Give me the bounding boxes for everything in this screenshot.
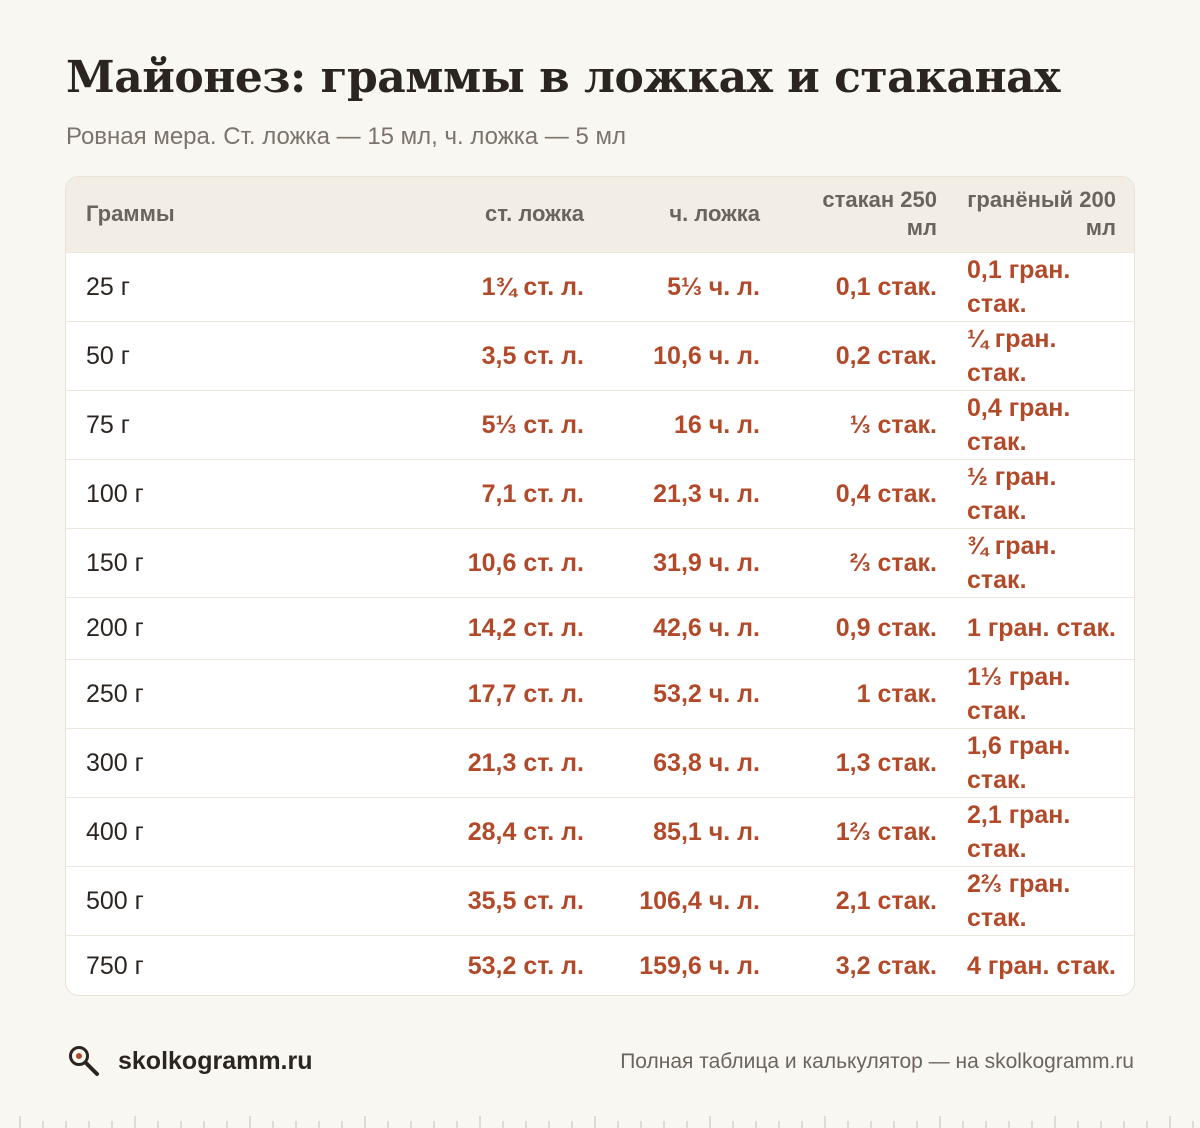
- cell-tablespoon: 10,6 ст. л.: [467, 548, 584, 577]
- cell-teaspoon: 106,4 ч. л.: [639, 886, 760, 915]
- cell-cup-250: 0,2 стак.: [835, 341, 937, 370]
- cell-grams: 750 г: [86, 952, 144, 980]
- cell-cup-250: 1⅔ стак.: [835, 817, 937, 846]
- cell-cup-250: 0,1 стак.: [835, 272, 937, 301]
- cell-teaspoon: 42,6 ч. л.: [653, 614, 760, 642]
- cell-faceted-glass-200: 1⅓ гран. стак.: [967, 662, 1071, 725]
- magnifier-icon: [69, 1046, 99, 1076]
- column-header-cup-250: стакан 250 мл: [822, 187, 937, 241]
- cell-tablespoon: 28,4 ст. л.: [467, 817, 584, 846]
- cell-cup-250: 1 стак.: [856, 679, 937, 708]
- cell-teaspoon: 16 ч. л.: [674, 410, 760, 439]
- column-header-faceted-glass-200: гранёный 200 мл: [967, 187, 1116, 241]
- cell-grams: 50 г: [86, 341, 130, 370]
- column-header-tablespoon: ст. ложка: [485, 201, 584, 227]
- table-row: 300 г 21,3 ст. л. 63,8 ч. л. 1,3 стак. 1,6 г…: [66, 728, 1134, 797]
- table-row: 500 г 35,5 ст. л. 106,4 ч. л. 2,1 стак. 2⅔ г…: [66, 866, 1134, 935]
- table-row: 750 г 53,2 ст. л. 159,6 ч. л. 3,2 стак. 4 гр…: [66, 935, 1134, 995]
- cell-teaspoon: 53,2 ч. л.: [653, 679, 760, 708]
- column-header-teaspoon: ч. ложка: [669, 201, 760, 227]
- cell-grams: 500 г: [86, 886, 144, 915]
- table-row: 250 г 17,7 ст. л. 53,2 ч. л. 1 стак. 1⅓ гран…: [66, 659, 1134, 728]
- cell-tablespoon: 1¾ ст. л.: [481, 272, 584, 301]
- cell-faceted-glass-200: ¾ гран. стак.: [967, 531, 1057, 594]
- cell-tablespoon: 17,7 ст. л.: [467, 679, 584, 708]
- cell-teaspoon: 21,3 ч. л.: [653, 479, 760, 508]
- table-row: 400 г 28,4 ст. л. 85,1 ч. л. 1⅔ стак. 2,1 гр…: [66, 797, 1134, 866]
- cell-cup-250: ⅓ стак.: [849, 410, 937, 439]
- cell-faceted-glass-200: 1 гран. стак.: [967, 614, 1116, 642]
- cell-cup-250: 1,3 стак.: [835, 748, 937, 777]
- page-subtitle: Ровная мера. Ст. ложка — 15 мл, ч. ложка…: [66, 123, 626, 150]
- footer-brand[interactable]: skolkogramm.ru: [66, 1043, 313, 1079]
- table-row: 25 г 1¾ ст. л. 5⅓ ч. л. 0,1 стак. 0,1 гран. …: [66, 252, 1134, 321]
- cell-tablespoon: 3,5 ст. л.: [481, 341, 584, 370]
- table-row: 200 г 14,2 ст. л. 42,6 ч. л. 0,9 стак. 1 гра…: [66, 597, 1134, 659]
- brand-name: skolkogramm.ru: [118, 1046, 313, 1075]
- cell-tablespoon: 21,3 ст. л.: [467, 748, 584, 777]
- cell-faceted-glass-200: 4 гран. стак.: [967, 952, 1116, 980]
- table-row: 50 г 3,5 ст. л. 10,6 ч. л. 0,2 стак. ¼ гран.…: [66, 321, 1134, 390]
- cell-tablespoon: 5⅓ ст. л.: [481, 410, 584, 439]
- cell-cup-250: ⅔ стак.: [849, 548, 937, 577]
- cell-faceted-glass-200: 2,1 гран. стак.: [967, 800, 1071, 863]
- cell-faceted-glass-200: 0,4 гран. стак.: [967, 393, 1071, 456]
- footer-note[interactable]: Полная таблица и калькулятор — на skolko…: [620, 1050, 1134, 1073]
- conversion-table-card: Граммы ст. ложка ч. ложка стакан 250 мл …: [65, 176, 1135, 996]
- cell-cup-250: 2,1 стак.: [835, 886, 937, 915]
- cell-grams: 100 г: [86, 479, 144, 508]
- cell-cup-250: 3,2 стак.: [835, 952, 937, 980]
- cell-tablespoon: 7,1 ст. л.: [481, 479, 584, 508]
- conversion-table: Граммы ст. ложка ч. ложка стакан 250 мл …: [66, 177, 1134, 995]
- page-title: Майонез: граммы в ложках и стаканах: [66, 52, 1060, 103]
- cell-grams: 250 г: [86, 679, 144, 708]
- cell-teaspoon: 5⅓ ч. л.: [667, 272, 760, 301]
- table-row: 150 г 10,6 ст. л. 31,9 ч. л. ⅔ стак. ¾ гран.…: [66, 528, 1134, 597]
- ruler-decoration: [19, 1116, 1194, 1128]
- cell-grams: 75 г: [86, 410, 130, 439]
- cell-faceted-glass-200: ½ гран. стак.: [967, 462, 1057, 525]
- cell-grams: 400 г: [86, 817, 144, 846]
- cell-grams: 200 г: [86, 614, 144, 642]
- cell-teaspoon: 159,6 ч. л.: [639, 952, 760, 980]
- cell-cup-250: 0,9 стак.: [835, 614, 937, 642]
- table-header-row: Граммы ст. ложка ч. ложка стакан 250 мл …: [66, 177, 1134, 252]
- cell-faceted-glass-200: 1,6 гран. стак.: [967, 731, 1071, 794]
- cell-teaspoon: 63,8 ч. л.: [653, 748, 760, 777]
- cell-faceted-glass-200: 2⅔ гран. стак.: [967, 869, 1071, 932]
- table-row: 75 г 5⅓ ст. л. 16 ч. л. ⅓ стак. 0,4 гран. ст…: [66, 390, 1134, 459]
- cell-faceted-glass-200: 0,1 гран. стак.: [967, 255, 1071, 318]
- cell-cup-250: 0,4 стак.: [835, 479, 937, 508]
- cell-teaspoon: 31,9 ч. л.: [653, 548, 760, 577]
- cell-tablespoon: 14,2 ст. л.: [467, 614, 584, 642]
- cell-faceted-glass-200: ¼ гран. стак.: [967, 324, 1057, 387]
- cell-grams: 150 г: [86, 548, 144, 577]
- cell-grams: 300 г: [86, 748, 144, 777]
- column-header-grams: Граммы: [86, 201, 175, 227]
- cell-teaspoon: 10,6 ч. л.: [653, 341, 760, 370]
- cell-grams: 25 г: [86, 272, 130, 301]
- cell-tablespoon: 35,5 ст. л.: [467, 886, 584, 915]
- cell-teaspoon: 85,1 ч. л.: [653, 817, 760, 846]
- cell-tablespoon: 53,2 ст. л.: [467, 952, 584, 980]
- table-row: 100 г 7,1 ст. л. 21,3 ч. л. 0,4 стак. ½ гран…: [66, 459, 1134, 528]
